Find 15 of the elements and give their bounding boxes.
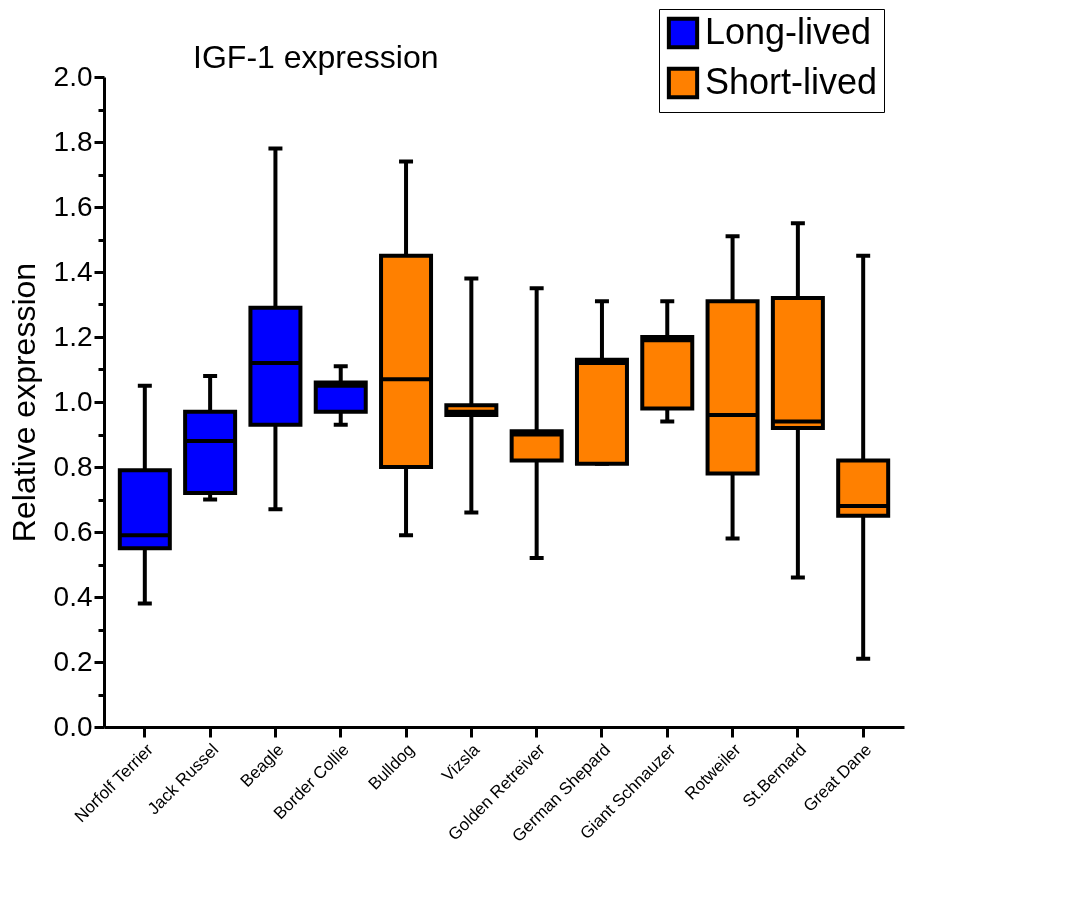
legend-label: Long-lived [705,11,872,52]
y-tick-label: 2.0 [53,60,93,92]
y-tick-label: 0.2 [53,645,93,677]
y-tick-label: 1.8 [53,125,93,157]
y-tick-label: 1.6 [53,190,93,222]
y-tick-label: 1.0 [53,385,93,417]
y-tick-label: 0.0 [53,710,93,742]
y-tick-label: 0.4 [53,580,93,612]
chart-title: IGF-1 expression [193,38,439,75]
y-tick-label: 1.4 [53,255,93,287]
y-tick-label: 0.8 [53,450,93,482]
y-tick-label: 0.6 [53,515,93,547]
legend-label: Short-lived [705,61,878,102]
y-axis-title: Relative expression [5,262,42,543]
y-tick-label: 1.2 [53,320,93,352]
